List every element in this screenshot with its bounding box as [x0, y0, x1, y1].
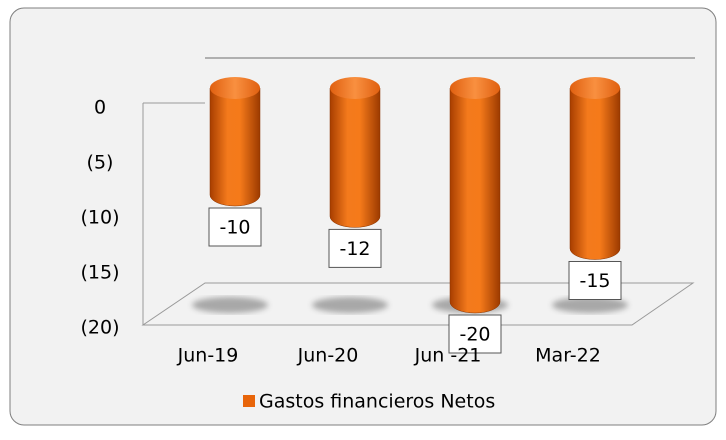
- bar: [569, 87, 621, 260]
- y-tick-label: (20): [80, 317, 119, 339]
- data-label: -15: [579, 270, 610, 292]
- y-tick-label: (5): [87, 152, 114, 174]
- data-label-box: [448, 314, 502, 354]
- x-tick-label: Jun -21: [414, 345, 482, 367]
- bar: [449, 87, 501, 314]
- shadow: [312, 297, 388, 313]
- data-label: -12: [339, 238, 370, 260]
- shadow: [552, 297, 628, 313]
- shadow: [192, 297, 268, 313]
- data-label: -20: [459, 324, 490, 346]
- bar-top: [570, 77, 620, 99]
- y-tick-label: (15): [80, 262, 119, 284]
- y-tick-label: (10): [80, 207, 119, 229]
- x-tick-label: Jun-20: [297, 345, 359, 367]
- bar-top: [330, 77, 380, 99]
- legend-label: Gastos financieros Netos: [259, 391, 495, 413]
- bar: [209, 87, 261, 207]
- data-label: -10: [219, 217, 250, 239]
- legend-swatch: [243, 395, 255, 407]
- bar-top: [210, 77, 260, 99]
- x-tick-label: Mar-22: [535, 345, 601, 367]
- y-tick-label: 0: [94, 97, 106, 119]
- x-tick-label: Jun-19: [177, 345, 239, 367]
- data-label-box: [568, 261, 622, 300]
- data-label-box: [328, 228, 382, 268]
- bar-top: [450, 77, 500, 99]
- data-label-box: [208, 207, 262, 247]
- bar: [329, 87, 381, 228]
